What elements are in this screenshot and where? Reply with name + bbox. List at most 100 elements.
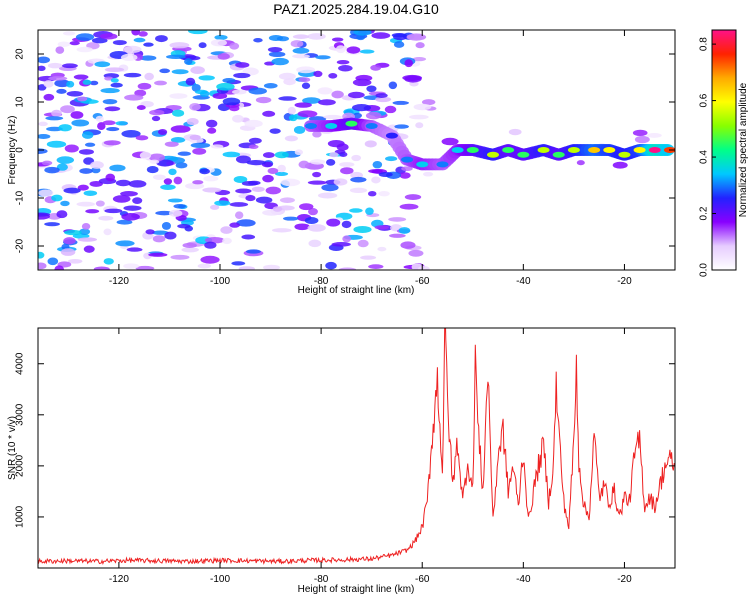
noise-blob xyxy=(346,46,361,54)
noise-blob xyxy=(145,229,155,235)
noise-blob xyxy=(77,237,98,242)
snr-y-axis: 1000 2000 3000 4000 xyxy=(15,352,675,528)
noise-blob xyxy=(400,241,416,249)
noise-blob xyxy=(331,37,344,42)
noise-blob xyxy=(262,152,275,158)
noise-blob xyxy=(203,175,219,182)
noise-blob xyxy=(364,140,377,148)
noise-blob xyxy=(325,261,337,270)
noise-blob xyxy=(169,42,190,49)
noise-blob xyxy=(64,229,82,236)
snr-plot-area xyxy=(38,328,675,568)
x-tick-label: -60 xyxy=(415,574,430,585)
noise-blob xyxy=(185,77,196,86)
noise-blob xyxy=(77,96,88,102)
noise-blob xyxy=(278,96,297,101)
noise-blob xyxy=(246,159,266,166)
noise-blob xyxy=(62,31,76,36)
noise-blob xyxy=(137,82,152,90)
noise-blob xyxy=(132,197,143,205)
noise-blob xyxy=(102,120,116,126)
noise-blob xyxy=(241,234,256,240)
noise-blob xyxy=(404,59,413,68)
y-tick-label: -20 xyxy=(15,238,26,253)
noise-blob xyxy=(292,47,310,54)
noise-blob xyxy=(375,96,392,103)
noise-blob xyxy=(97,122,106,130)
noise-blob xyxy=(171,69,189,75)
noise-blob xyxy=(378,191,390,197)
noise-blob xyxy=(38,212,51,217)
noise-blob xyxy=(304,217,319,225)
x-tick-label: -20 xyxy=(617,276,632,287)
colorbar-tick-label: 0.6 xyxy=(699,93,710,107)
noise-blob xyxy=(46,140,67,148)
noise-blob xyxy=(340,167,354,175)
noise-blob xyxy=(378,171,393,177)
noise-blob xyxy=(222,151,241,158)
noise-blob xyxy=(388,217,407,222)
noise-blob xyxy=(283,216,299,221)
colorbar-tick-label: 0.8 xyxy=(699,37,710,51)
noise-blob xyxy=(365,111,382,120)
noise-blob xyxy=(198,75,215,81)
noise-blob xyxy=(326,158,336,166)
y-tick-label: 20 xyxy=(15,48,26,60)
x-tick-label: -120 xyxy=(109,574,129,585)
noise-blob xyxy=(81,222,91,230)
noise-blob xyxy=(41,160,53,166)
noise-blob xyxy=(45,116,64,121)
noise-blob xyxy=(104,208,123,214)
noise-blob xyxy=(294,223,310,231)
noise-blob xyxy=(283,78,296,86)
noise-blob xyxy=(62,63,78,69)
noise-blob xyxy=(38,148,48,155)
noise-blob xyxy=(112,195,131,203)
noise-blob xyxy=(133,37,146,43)
noise-blob xyxy=(136,105,146,111)
noise-blob xyxy=(82,79,92,85)
noise-blob xyxy=(167,198,183,203)
spectrogram-x-axis: -120 -100 -80 -60 -40 -20 xyxy=(109,30,632,287)
noise-blob xyxy=(47,62,63,69)
noise-blob xyxy=(388,81,398,90)
noise-blob xyxy=(401,166,413,172)
noise-blob xyxy=(38,251,45,259)
noise-blob xyxy=(646,132,662,138)
noise-blob xyxy=(220,226,233,234)
noise-blob xyxy=(292,54,310,59)
noise-blob xyxy=(104,67,125,73)
noise-blob xyxy=(124,94,144,101)
noise-blob xyxy=(159,68,171,74)
noise-blob xyxy=(365,207,374,215)
noise-blob xyxy=(368,264,384,269)
noise-blob xyxy=(269,128,281,134)
colorbar-tick-label: 0.0 xyxy=(699,263,710,277)
noise-blob xyxy=(576,160,585,166)
noise-blob xyxy=(298,77,311,83)
noise-blob xyxy=(199,168,210,175)
noise-blob xyxy=(76,201,96,207)
noise-blob xyxy=(204,241,217,249)
x-tick-label: -20 xyxy=(617,574,632,585)
noise-blob xyxy=(148,153,166,162)
noise-blob xyxy=(173,176,183,185)
noise-blob xyxy=(44,222,60,227)
noise-blob xyxy=(333,178,348,186)
signal-peak xyxy=(385,132,398,139)
noise-blob xyxy=(184,58,193,65)
noise-blob xyxy=(115,121,128,126)
signal-peak xyxy=(365,123,378,129)
noise-blob xyxy=(279,197,295,203)
signal-peak xyxy=(436,161,449,168)
noise-blob xyxy=(210,39,227,47)
noise-blob xyxy=(255,196,273,204)
noise-blob xyxy=(399,203,419,210)
noise-blob xyxy=(341,220,352,229)
noise-blob xyxy=(106,126,120,132)
noise-blob xyxy=(148,252,168,257)
noise-blob xyxy=(298,160,310,169)
noise-blob xyxy=(120,53,138,62)
noise-blob xyxy=(170,125,191,133)
noise-blob xyxy=(338,65,353,72)
